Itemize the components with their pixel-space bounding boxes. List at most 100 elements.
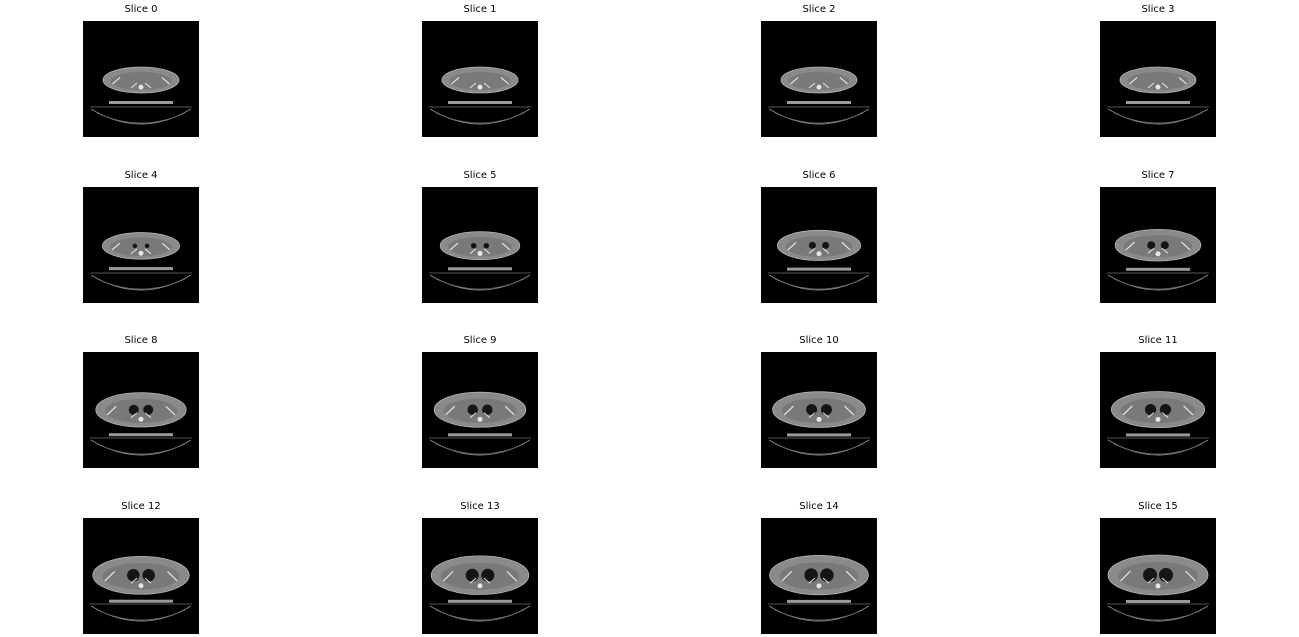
- bone-mark: [781, 570, 793, 582]
- spine-mark: [138, 250, 144, 256]
- bone-mark: [822, 82, 830, 89]
- scanner-table: [787, 101, 851, 104]
- slice-panel: Slice 8: [41, 331, 241, 471]
- inner-tissue: [781, 398, 857, 424]
- bone-mark: [442, 570, 454, 582]
- slice-panel: Slice 12: [41, 497, 241, 637]
- spine-mark: [816, 251, 822, 257]
- ct-slice-image: [761, 518, 877, 634]
- slice-panel: Slice 9: [380, 331, 580, 471]
- bone-mark: [1161, 247, 1169, 254]
- couch-arc: [435, 443, 525, 455]
- lung-region: [483, 242, 490, 249]
- inner-tissue: [104, 398, 178, 423]
- lung-region: [467, 404, 478, 415]
- scanner-table: [448, 101, 512, 104]
- bone-mark: [1120, 570, 1131, 582]
- inner-tissue: [448, 236, 512, 257]
- slice-title: Slice 12: [121, 501, 161, 512]
- ct-slice-image: [1100, 518, 1216, 634]
- slice-title: Slice 4: [124, 170, 158, 181]
- bone-mark: [469, 577, 477, 584]
- ct-slice-image: [83, 187, 199, 303]
- ct-slice-image: [761, 187, 877, 303]
- scanner-table: [1126, 433, 1190, 437]
- couch-arc: [96, 443, 186, 455]
- inner-tissue: [440, 562, 520, 590]
- bone-mark: [1147, 412, 1155, 418]
- bone-mark: [130, 82, 138, 89]
- slice-title: Slice 8: [124, 335, 158, 346]
- spine-mark: [138, 583, 144, 589]
- lung-region: [143, 404, 154, 415]
- slice-title: Slice 2: [802, 4, 836, 15]
- lung-region: [470, 242, 477, 249]
- bone-mark: [104, 571, 115, 582]
- slice-title: Slice 1: [463, 4, 497, 15]
- bone-mark: [1178, 76, 1187, 85]
- spine-mark: [477, 416, 483, 422]
- lung-region: [1143, 568, 1157, 582]
- bone-mark: [144, 82, 152, 89]
- couch-arc: [1113, 112, 1203, 124]
- ct-slice-image: [83, 518, 199, 634]
- bone-mark: [483, 412, 491, 419]
- slice-title: Slice 15: [1138, 501, 1178, 512]
- couch-arc: [96, 278, 186, 290]
- bone-mark: [808, 577, 816, 584]
- lung-region: [481, 568, 495, 582]
- bone-mark: [144, 577, 152, 584]
- bone-mark: [504, 405, 515, 416]
- inner-tissue: [1118, 562, 1198, 590]
- ct-slice-image: [422, 21, 538, 137]
- scanner-table: [1126, 600, 1190, 603]
- bone-mark: [787, 241, 797, 251]
- lung-region: [806, 404, 818, 416]
- ct-slice-image: [761, 21, 877, 137]
- bone-mark: [130, 248, 138, 255]
- inner-tissue: [1127, 71, 1189, 91]
- bone-mark: [808, 248, 816, 254]
- bone-mark: [130, 412, 138, 419]
- bone-mark: [845, 570, 857, 582]
- bone-mark: [469, 412, 477, 419]
- bone-mark: [144, 412, 152, 419]
- spine-mark: [477, 250, 483, 256]
- bone-mark: [808, 82, 816, 89]
- bone-mark: [469, 82, 477, 89]
- ct-slice-image: [1100, 187, 1216, 303]
- scanner-table: [787, 433, 851, 437]
- bone-mark: [822, 248, 830, 254]
- bone-mark: [1161, 412, 1169, 418]
- lung-region: [804, 568, 818, 582]
- lung-region: [482, 404, 493, 415]
- lung-region: [808, 241, 816, 249]
- inner-tissue: [110, 237, 172, 257]
- slice-panel: Slice 7: [1058, 166, 1258, 306]
- slice-panel: Slice 14: [719, 497, 919, 637]
- ct-slice-image: [422, 518, 538, 634]
- spine-mark: [816, 583, 822, 589]
- bone-mark: [1183, 405, 1194, 416]
- scanner-table: [109, 599, 173, 603]
- bone-mark: [167, 571, 178, 582]
- slice-panel: Slice 6: [719, 166, 919, 306]
- bone-mark: [783, 405, 794, 416]
- lung-region: [127, 569, 140, 582]
- bone-mark: [161, 76, 170, 85]
- couch-arc: [1113, 609, 1203, 621]
- couch-arc: [1113, 278, 1203, 290]
- scanner-table: [448, 433, 512, 437]
- bone-mark: [112, 76, 121, 85]
- spine-mark: [1155, 583, 1161, 589]
- slice-panel: Slice 13: [380, 497, 580, 637]
- bone-mark: [1181, 241, 1191, 251]
- ct-slice-image: [761, 352, 877, 468]
- spine-mark: [138, 84, 144, 90]
- ct-slice-image: [1100, 21, 1216, 137]
- slice-panel: Slice 11: [1058, 331, 1258, 471]
- lung-region: [1147, 241, 1156, 250]
- bone-mark: [451, 76, 460, 85]
- couch-arc: [435, 112, 525, 124]
